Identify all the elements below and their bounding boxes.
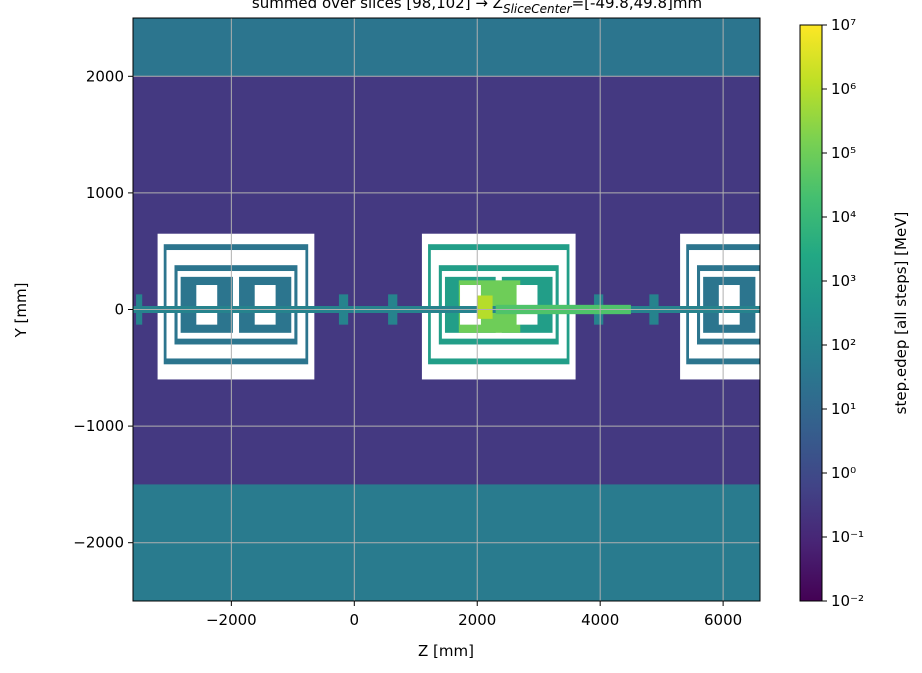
- y-axis-label: Y [mm]: [12, 283, 30, 339]
- colorbar-tick-label: 10³: [831, 272, 856, 290]
- x-tick-label: 2000: [458, 611, 496, 629]
- heat-cell: [718, 285, 740, 325]
- y-tick-label: 2000: [86, 67, 124, 85]
- x-tick-label: −2000: [206, 611, 257, 629]
- colorbar-tick-label: 10⁰: [831, 464, 856, 482]
- heat-cell: [254, 285, 276, 325]
- plot-frame: [132, 17, 761, 602]
- x-tick-label: 6000: [704, 611, 742, 629]
- title-suffix: =[-49.8,49.8]mm: [572, 0, 702, 12]
- colorbar-tick-label: 10⁴: [831, 208, 856, 226]
- y-tick-label: 0: [114, 301, 124, 319]
- colorbar-tick-label: 10⁷: [831, 16, 856, 34]
- x-tick-label: 4000: [581, 611, 619, 629]
- colorbar-tick-label: 10⁻¹: [831, 528, 864, 546]
- colorbar-tick-label: 10⁶: [831, 80, 856, 98]
- heatmap: [133, 18, 760, 601]
- x-tick-label: 0: [350, 611, 360, 629]
- chart-title: summed over slices [98,102] → ZSliceCent…: [252, 0, 702, 16]
- colorbar: [799, 24, 823, 602]
- colorbar-tick-label: 10¹: [831, 400, 856, 418]
- title-subscript: SliceCenter: [503, 2, 573, 16]
- heat-cell: [460, 285, 481, 325]
- title-main: summed over slices [98,102] → Z: [252, 0, 503, 12]
- heat-cell: [477, 295, 493, 319]
- y-tick-label: −1000: [73, 417, 124, 435]
- colorbar-tick-label: 10⁵: [831, 144, 856, 162]
- heat-cell: [133, 18, 760, 77]
- axes: −2000 0 2000 4000 6000 −2000 −1000 0 1000 2000 10⁻…: [73, 16, 864, 629]
- heat-cell: [196, 285, 218, 325]
- colorbar-tick-label: 10²: [831, 336, 856, 354]
- x-axis-label: Z [mm]: [418, 642, 474, 660]
- y-tick-label: −2000: [73, 534, 124, 552]
- y-tick-label: 1000: [86, 184, 124, 202]
- colorbar-label: step.edep [all steps] [MeV]: [892, 212, 910, 415]
- colorbar-tick-label: 10⁻²: [831, 592, 864, 610]
